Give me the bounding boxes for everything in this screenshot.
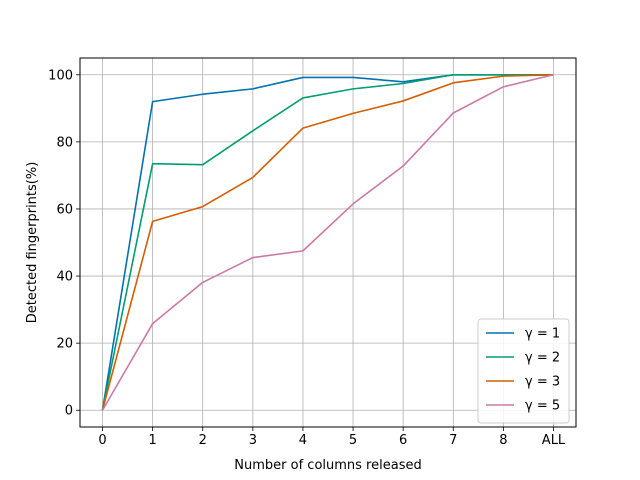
axis-ticks: 0 1 2 3 4 5 6 7 8 ALL 0 20 40 60 80 100 <box>48 68 566 448</box>
y-tick-label: 80 <box>56 135 73 150</box>
y-tick-label: 0 <box>65 404 73 419</box>
series-line <box>101 73 554 411</box>
x-tick-label: 8 <box>499 433 507 448</box>
x-tick-label: 4 <box>299 433 307 448</box>
legend-label: γ = 3 <box>525 375 560 390</box>
legend: γ = 1 γ = 2 γ = 3 γ = 5 <box>477 318 570 424</box>
legend-box <box>477 318 570 424</box>
y-axis-label: Detected fingerprints(%) <box>25 162 40 324</box>
series-lines <box>101 73 554 411</box>
y-tick-label: 40 <box>56 270 73 285</box>
series-line <box>101 73 554 411</box>
series-line <box>101 73 554 411</box>
x-tick-label: 6 <box>399 433 407 448</box>
legend-label: γ = 1 <box>525 327 560 342</box>
y-tick-label: 100 <box>48 68 73 83</box>
plot-frame <box>79 57 577 428</box>
grid <box>80 58 576 427</box>
x-tick-label: 0 <box>98 433 106 448</box>
legend-label: γ = 2 <box>525 351 560 366</box>
y-tick-label: 20 <box>56 337 73 352</box>
legend-label: γ = 5 <box>525 399 560 414</box>
x-axis-label: Number of columns released <box>234 458 421 473</box>
x-tick-label: 1 <box>148 433 156 448</box>
y-tick-label: 60 <box>56 202 73 217</box>
x-tick-label: 2 <box>199 433 207 448</box>
x-tick-label: 7 <box>449 433 457 448</box>
x-tick-label: ALL <box>542 433 566 448</box>
x-tick-label: 5 <box>349 433 357 448</box>
x-tick-label: 3 <box>249 433 257 448</box>
